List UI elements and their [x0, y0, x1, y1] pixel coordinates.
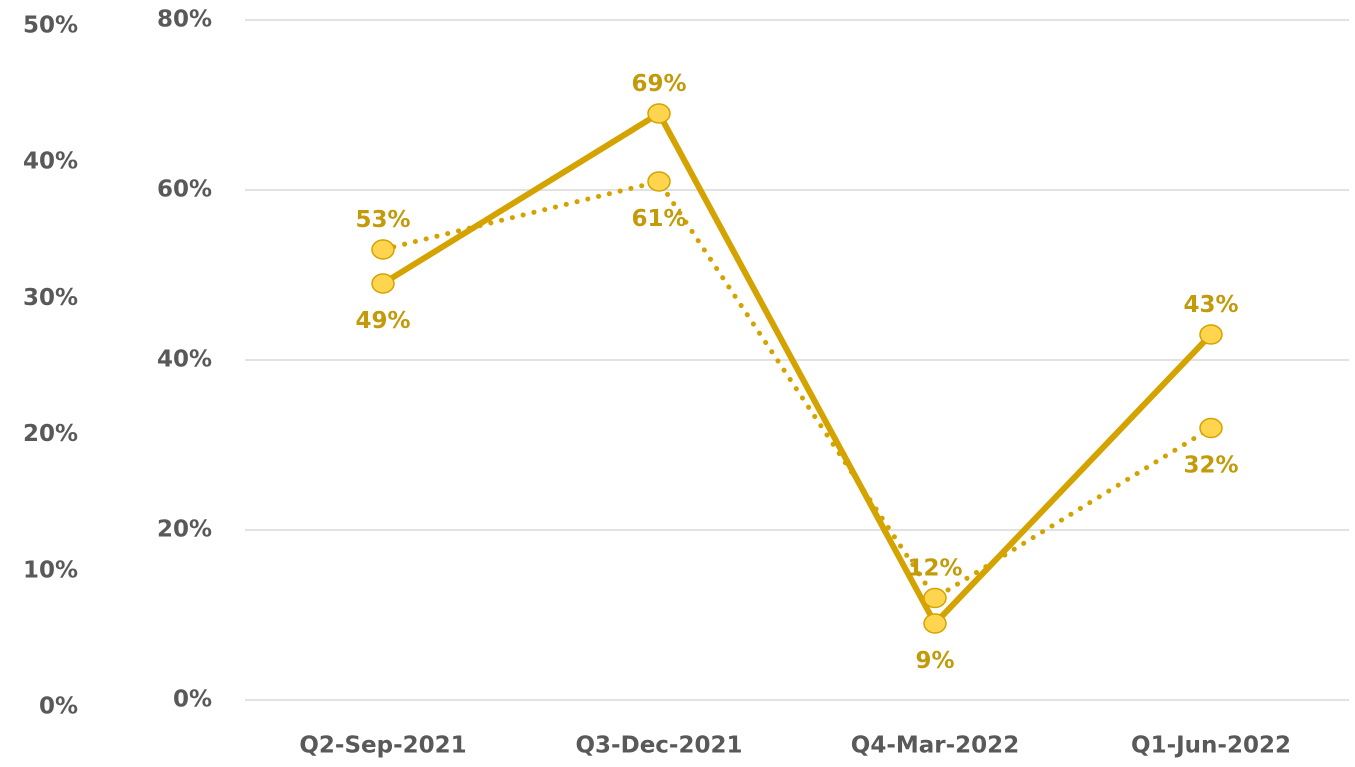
data-label: 9% [915, 648, 954, 674]
series-line [381, 110, 1214, 627]
x-tick-label: Q2-Sep-2021 [299, 733, 466, 759]
x-tick-label: Q1-Jun-2022 [1131, 733, 1291, 759]
series-line [380, 179, 1214, 601]
y-tick-label: 40% [157, 347, 212, 373]
y2-tick-label: 10% [23, 557, 78, 583]
data-label: 61% [631, 206, 686, 232]
data-label: 69% [631, 71, 686, 97]
data-label: 12% [907, 556, 962, 582]
data-label: 53% [355, 207, 410, 233]
y-tick-label: 80% [157, 7, 212, 33]
data-label: 32% [1183, 453, 1238, 479]
data-label: 49% [355, 308, 410, 334]
marker [1199, 324, 1223, 345]
y2-tick-label: 20% [23, 421, 78, 447]
y2-tick-label: 30% [23, 285, 78, 311]
y2-tick-label: 50% [23, 13, 78, 39]
y2-tick-label: 40% [23, 149, 78, 175]
x-tick-label: Q3-Dec-2021 [576, 733, 743, 759]
y-tick-label: 60% [157, 177, 212, 203]
marker [923, 613, 947, 634]
marker [647, 171, 671, 192]
x-tick-label: Q4-Mar-2022 [851, 733, 1019, 759]
marker [1199, 417, 1223, 439]
y-tick-label: 0% [173, 687, 212, 713]
marker [371, 273, 395, 294]
y-tick-label: 20% [157, 517, 212, 543]
data-label: 43% [1183, 292, 1238, 318]
marker [923, 587, 947, 609]
y2-tick-label: 0% [39, 694, 78, 720]
marker [647, 103, 671, 124]
marker [371, 239, 395, 260]
